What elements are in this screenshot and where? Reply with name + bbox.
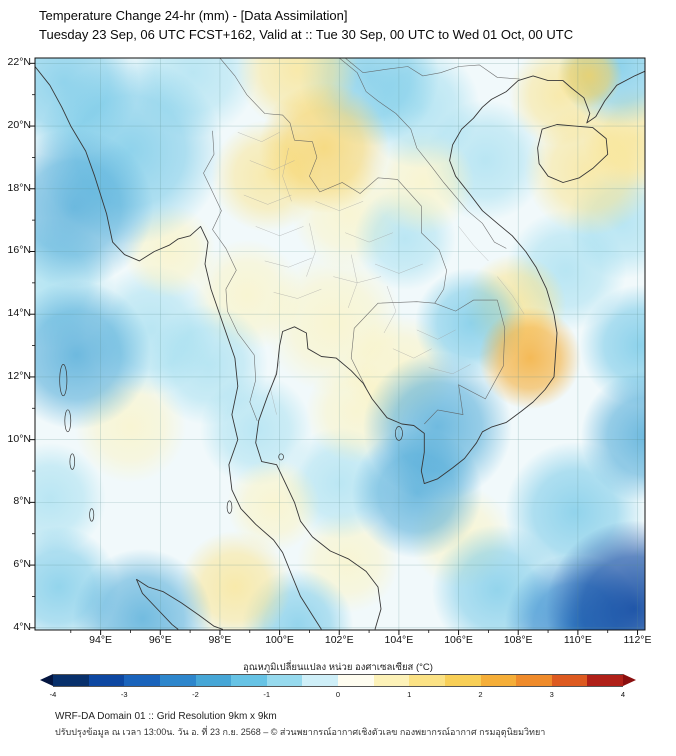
map-subtitle: Tuesday 23 Sep, 06 UTC FCST+162, Valid a… [39,27,574,42]
colorbar-tick-label: -1 [263,690,271,699]
colorbar-segment [338,675,374,686]
x-axis-tick-label: 102°E [324,634,354,646]
y-axis-tick-label: 12°N [7,369,31,382]
colorbar-tick-label: -3 [120,690,128,699]
colorbar-segment [551,675,588,686]
colorbar-tick-label: -4 [49,690,57,699]
x-axis-tick-label: 98°E [208,634,232,646]
y-axis-tick-label: 10°N [7,432,31,445]
x-axis-tick-label: 108°E [503,634,533,646]
colorbar-left-arrow [40,674,53,686]
y-axis-tick-label: 14°N [7,307,31,320]
x-axis-tick-label: 110°E [563,634,592,646]
colorbar-segment [587,675,623,686]
colorbar-segment [516,675,552,686]
colorbar-tick-label: 1 [407,690,412,699]
anomaly-blob [259,82,390,214]
colorbar-body [53,674,623,687]
y-axis-tick-label: 6°N [13,558,31,571]
x-axis-tick-label: 106°E [444,634,473,646]
x-axis-tick-label: 100°E [265,634,294,646]
temperature-change-field [35,58,645,630]
y-axis-tick-label: 4°N [13,620,31,633]
colorbar-tick-label: 0 [335,690,341,699]
anomaly-blob [147,303,269,425]
colorbar-segment [444,675,481,686]
colorbar-segment [124,675,160,686]
colorbar [40,674,636,687]
y-axis-tick-label: 22°N [7,56,31,69]
header: Temperature Change 24-hr (mm) - [Data As… [39,6,573,44]
y-axis-tick-label: 18°N [7,181,31,194]
x-axis-tick-label: 104°E [384,634,414,646]
colorbar-segment [88,675,125,686]
colorbar-label: อุณหภูมิเปลี่ยนแปลง หน่วย องศาเซลเซียส (… [243,662,433,673]
colorbar-tick-label: 4 [620,690,626,699]
x-axis-tick-label: 94°E [89,634,113,646]
footer-update-info: ปรับปรุงข้อมูล ณ เวลา 13:00น. วัน อ. ที่… [55,727,546,737]
y-axis-tick-label: 16°N [7,244,31,257]
colorbar-tick-label: -2 [192,690,199,699]
footer: WRF-DA Domain 01 :: Grid Resolution 9km … [55,711,545,739]
colorbar-segment [53,675,89,686]
colorbar-tick-labels: -4 -3 -2 -1 0 1 2 3 4 [0,690,676,702]
colorbar-segment [266,675,303,686]
x-axis-tick-label: 96°E [148,634,172,646]
colorbar-segment [159,675,196,686]
map-title: Temperature Change 24-hr (mm) - [Data As… [39,8,348,23]
colorbar-tick-label: 3 [549,690,554,699]
colorbar-segment [231,675,267,686]
colorbar-segment [480,675,517,686]
colorbar-segment [195,675,232,686]
y-axis-tick-label: 8°N [13,495,31,508]
colorbar-segment [409,675,445,686]
anomaly-blob [479,306,582,410]
y-axis-tick-label: 20°N [7,119,31,132]
colorbar-tick-label: 2 [478,690,483,699]
colorbar-right-arrow [623,674,636,686]
colorbar-segment [302,675,338,686]
x-axis-tick-label: 112°E [623,634,652,646]
footer-domain-info: WRF-DA Domain 01 :: Grid Resolution 9km … [55,711,277,722]
colorbar-segment [373,675,410,686]
